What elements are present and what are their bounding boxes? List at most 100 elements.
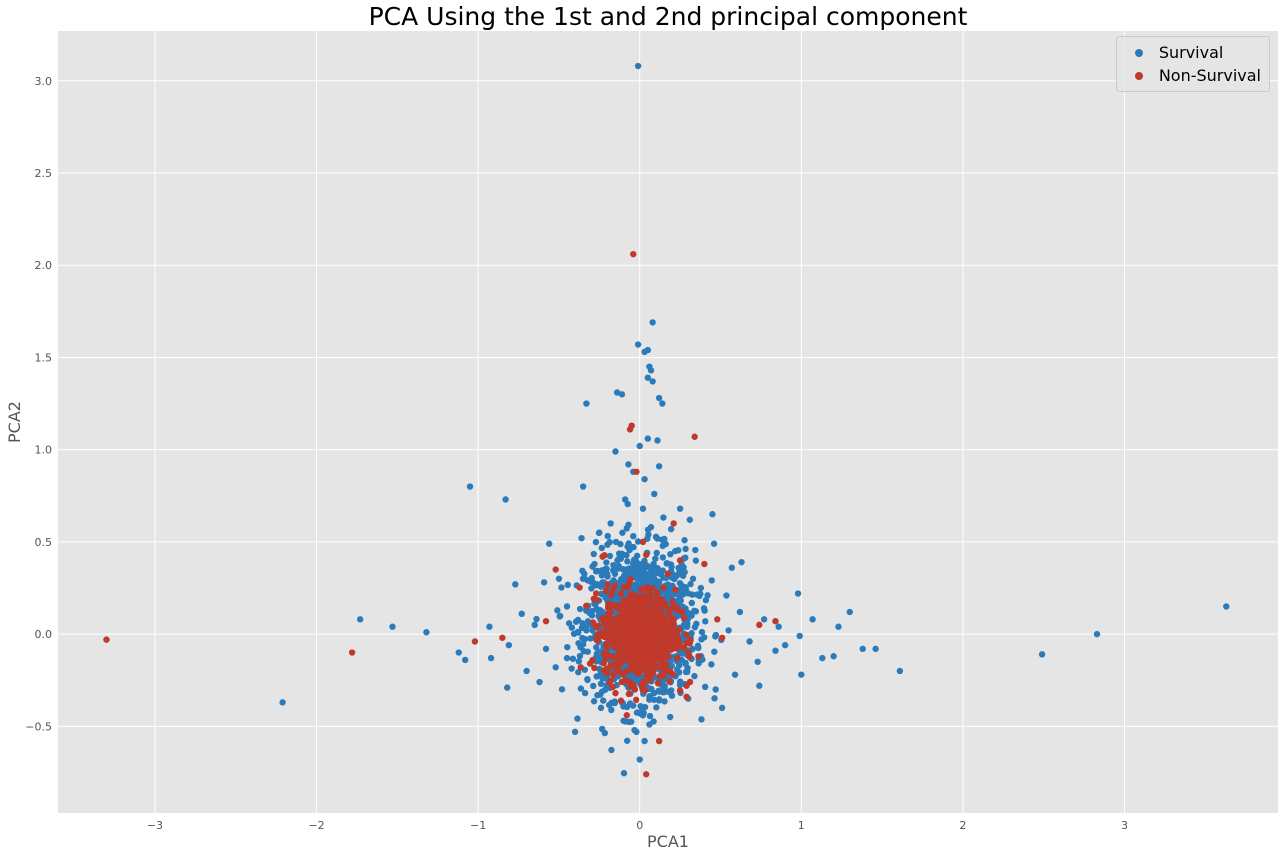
scatter-point [648,619,656,626]
scatter-point [638,704,645,711]
scatter-point [579,634,586,642]
scatter-point [718,704,726,712]
scatter-point [571,728,579,736]
scatter-point [693,620,700,628]
scatter-point [643,551,650,558]
scatter-point [653,549,660,557]
scatter-point [595,648,602,655]
y-tick-label: 3.0 [35,75,53,88]
scatter-point [625,690,633,698]
scatter-point [686,678,694,686]
scatter-point [718,634,726,641]
scatter-point [664,570,672,577]
scatter-point [586,660,594,667]
scatter-point [650,656,658,663]
y-axis-label: PCA2 [5,401,24,443]
scatter-point [590,619,597,626]
scatter-point [754,658,761,665]
scatter-point [554,607,561,614]
scatter-point [659,652,667,660]
scatter-point [661,698,668,705]
scatter-point [704,592,711,599]
scatter-point [671,575,678,583]
scatter-point [678,608,686,615]
scatter-point [756,621,763,629]
scatter-point [686,516,694,523]
scatter-point [583,623,590,631]
scatter-point [676,557,684,564]
scatter-point [578,534,585,542]
scatter-point [623,737,631,744]
scatter-point [563,654,571,662]
scatter-point [590,698,598,705]
scatter-point [627,610,634,617]
scatter-point [660,584,667,591]
scatter-point [625,461,632,468]
scatter-point [658,638,666,646]
scatter-point [630,250,637,258]
scatter-point [775,623,782,630]
scatter-point [681,622,688,630]
scatter-point [622,566,629,573]
scatter-point [589,563,596,570]
scatter-point [682,585,690,593]
scatter-point [651,576,658,583]
scatter-point [656,688,663,695]
x-tick-label: −3 [147,819,163,832]
scatter-point [698,628,706,636]
scatter-point [617,697,625,704]
scatter-point [595,654,602,661]
scatter-point [569,655,577,662]
scatter-point [710,540,718,547]
scatter-point [691,672,698,680]
scatter-point [711,695,718,702]
scatter-point [666,619,674,626]
scatter-point [636,656,643,664]
scatter-point [644,435,652,442]
scatter-point [796,632,803,640]
scatter-point [669,598,676,606]
scatter-point [574,715,581,722]
scatter-point [577,685,585,692]
scatter-point [676,687,684,694]
scatter-point [1093,630,1101,638]
scatter-point [702,618,709,625]
scatter-point [736,608,744,616]
scatter-point [633,574,640,582]
scatter-point [630,543,637,551]
scatter-point [731,671,739,678]
scatter-point [605,638,613,646]
scatter-point [670,520,677,527]
scatter-point [723,592,730,599]
scatter-point [632,696,640,704]
scatter-point [606,552,614,560]
scatter-point [614,636,621,643]
scatter-point [641,737,648,745]
scatter-point [604,532,611,540]
scatter-point [565,620,573,627]
y-tick-label: −0.5 [25,720,52,733]
scatter-point [600,628,608,635]
scatter-point [617,540,624,548]
scatter-point [674,654,681,662]
scatter-point [584,675,591,683]
scatter-point [664,667,672,674]
scatter-point [556,613,563,620]
scatter-point [772,617,779,625]
scatter-point [665,628,673,635]
scatter-point [593,605,600,613]
scatter-point [579,483,587,490]
scatter-point [588,578,595,586]
scatter-point [650,610,657,617]
scatter-point [575,640,582,647]
scatter-point [599,697,607,704]
scatter-point [692,557,700,564]
scatter-point [649,319,656,326]
scatter-point [756,682,763,689]
scatter-point [659,622,666,630]
scatter-point [709,511,716,518]
scatter-point [626,426,634,433]
scatter-point [667,605,675,612]
scatter-point [533,615,540,623]
scatter-point [618,391,626,398]
